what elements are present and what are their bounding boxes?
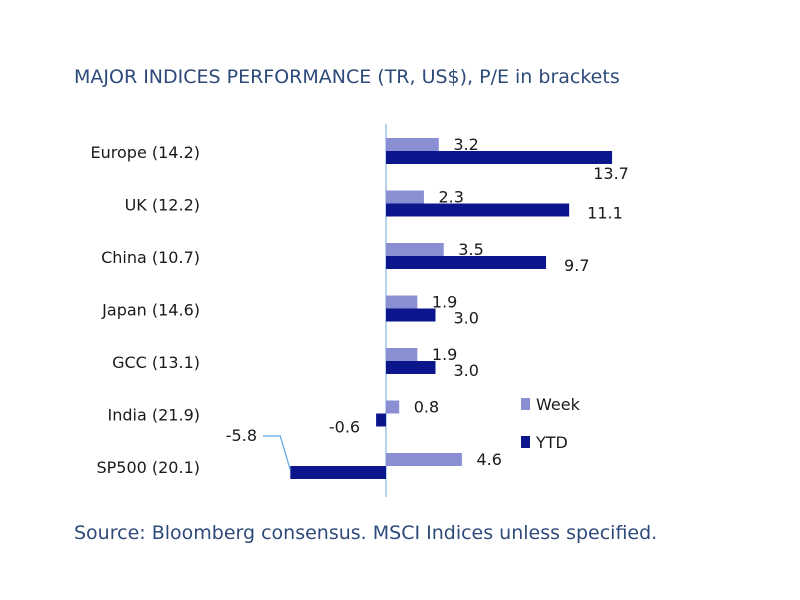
legend-label-week: Week (536, 395, 581, 414)
ytd-value-label: 3.0 (454, 361, 479, 380)
ytd-value-label: 9.7 (564, 256, 589, 275)
legend-swatch-week (521, 398, 530, 410)
week-value-label: 0.8 (414, 398, 439, 417)
week-bar (386, 348, 418, 361)
ytd-value-label: 11.1 (587, 204, 623, 223)
category-label: India (21.9) (108, 406, 200, 425)
category-label: China (10.7) (101, 248, 200, 267)
week-value-label: 3.2 (453, 135, 478, 154)
category-label: GCC (13.1) (112, 353, 200, 372)
ytd-bar (386, 308, 436, 322)
week-bar (386, 453, 462, 466)
week-value-label: 3.5 (458, 240, 483, 259)
leader-line (263, 435, 291, 471)
ytd-bar (386, 151, 613, 164)
category-label: UK (12.2) (125, 196, 200, 215)
ytd-bar (376, 413, 386, 427)
ytd-bar (386, 256, 547, 269)
category-label: Europe (14.2) (91, 143, 200, 162)
ytd-bar (290, 466, 386, 479)
week-value-label: 1.9 (432, 345, 457, 364)
legend-label-ytd: YTD (535, 433, 568, 452)
week-bar (386, 295, 418, 309)
week-value-label: 2.3 (438, 188, 463, 207)
chart-title: MAJOR INDICES PERFORMANCE (TR, US$), P/E… (74, 66, 620, 88)
week-bar (386, 190, 424, 204)
ytd-value-label: -5.8 (226, 426, 257, 445)
ytd-bar (386, 203, 570, 217)
week-bar (386, 400, 400, 414)
week-value-label: 1.9 (432, 293, 457, 312)
source-note: Source: Bloomberg consensus. MSCI Indice… (74, 522, 658, 544)
category-label: Japan (14.6) (101, 301, 200, 320)
legend-swatch-ytd (521, 436, 530, 448)
ytd-value-label: 3.0 (454, 309, 479, 328)
ytd-value-label: 13.7 (593, 164, 629, 183)
category-label: SP500 (20.1) (96, 458, 200, 477)
ytd-value-label: -0.6 (329, 418, 360, 437)
ytd-bar (386, 361, 436, 374)
week-bar (386, 138, 439, 151)
week-value-label: 4.6 (476, 450, 501, 469)
week-bar (386, 243, 444, 256)
